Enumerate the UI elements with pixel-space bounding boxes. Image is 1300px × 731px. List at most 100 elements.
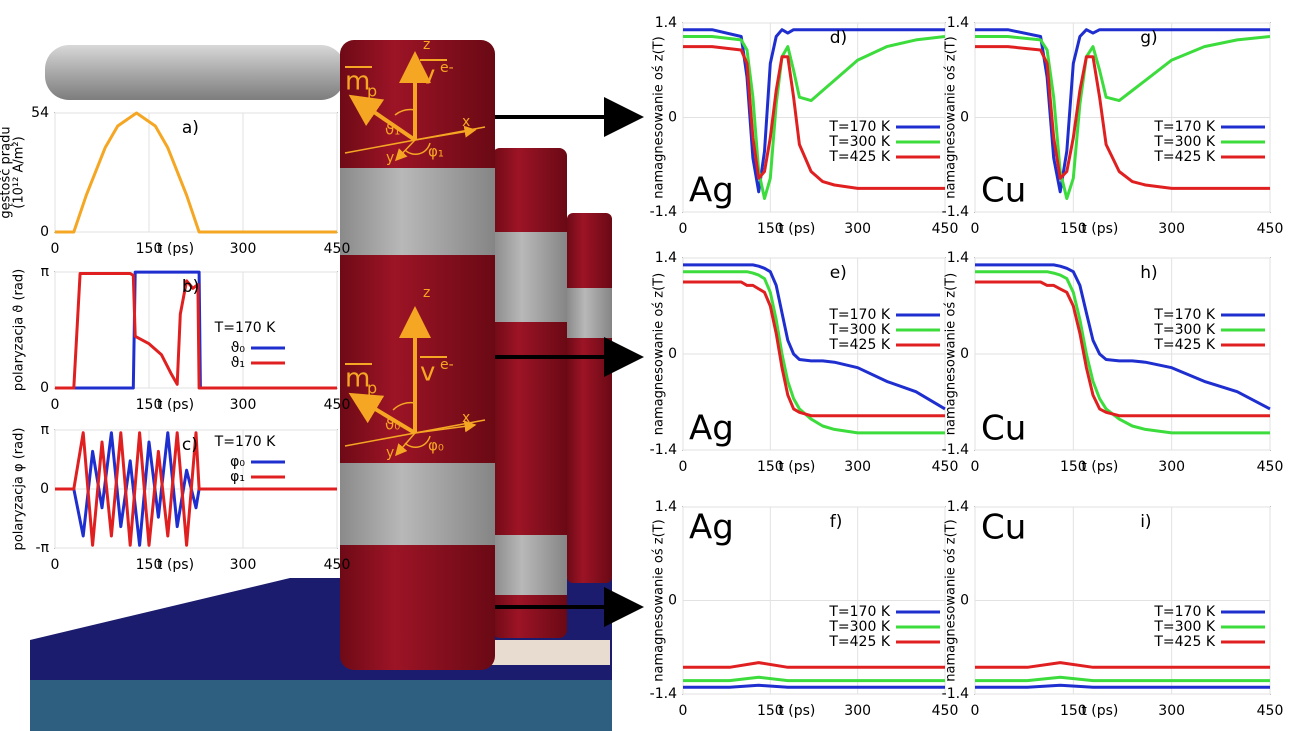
legend-label: ϑ₁	[231, 355, 245, 371]
y-tick-label: 1.4	[655, 499, 677, 515]
x-axis-label: t (ps)	[778, 221, 815, 237]
y-tick-label: 1.4	[947, 15, 969, 31]
x-tick-label: 150	[757, 703, 784, 719]
y-tick-label: 0	[668, 346, 677, 362]
angle-label: φ₀	[428, 437, 444, 455]
data-line	[55, 431, 337, 547]
y-tick-label: 0	[40, 481, 49, 497]
panel-label: g)	[1140, 28, 1157, 48]
legend-label: T=300 K	[828, 134, 890, 150]
y-tick-label: 0	[40, 224, 49, 240]
x-tick-label: 150	[757, 459, 784, 475]
y-axis-label: namagnesowanie oś z(T)	[944, 519, 959, 681]
legend-label: T=170 K	[1153, 307, 1215, 323]
x-tick-label: 300	[1158, 221, 1185, 237]
x-tick-label: 0	[679, 703, 688, 719]
panel-label: e)	[830, 263, 847, 283]
vector-label: v	[420, 358, 435, 388]
x-tick-label: 450	[932, 221, 959, 237]
y-tick-label: 1.4	[947, 250, 969, 266]
x-tick-label: 450	[324, 241, 351, 257]
y-axis-label: namagnesowanie oś z(T)	[652, 36, 667, 198]
legend-label: T=300 K	[1153, 619, 1215, 635]
x-tick-label: 0	[51, 241, 60, 257]
x-axis-label: t (ps)	[778, 459, 815, 475]
x-tick-label: 300	[844, 703, 871, 719]
x-axis-label: t (ps)	[157, 241, 194, 257]
vector-diagram-bottom	[344, 306, 486, 457]
chart-panel: 0 150 300 450-1.401.4t (ps)namagnesowanie o…	[942, 250, 1284, 475]
x-tick-label: 0	[51, 557, 60, 573]
data-line	[55, 272, 337, 390]
axis-label: y	[386, 150, 394, 166]
material-label: Ag	[689, 171, 734, 211]
legend-label: T=425 K	[828, 337, 890, 353]
x-axis-label: t (ps)	[157, 397, 194, 413]
y-axis-label: namagnesowanie oś z(T)	[944, 36, 959, 198]
data-line	[55, 111, 337, 234]
legend-label: T=425 K	[828, 149, 890, 165]
data-line	[683, 270, 945, 435]
legend-label: T=300 K	[828, 619, 890, 635]
x-tick-label: 450	[932, 459, 959, 475]
y-tick-label: -1.4	[650, 204, 677, 220]
legend-label: T=300 K	[828, 322, 890, 338]
chart-panel: 0 150 300 450 0 54 t (ps) gęstość prądu(10¹² A/…	[0, 105, 350, 257]
data-line	[975, 661, 1270, 669]
chart-panel: 0 150 300 450-1.401.4t (ps)namagnesowanie o…	[650, 250, 959, 475]
data-line	[975, 270, 1270, 435]
x-tick-label: 150	[136, 241, 163, 257]
x-tick-label: 300	[230, 557, 257, 573]
legend-label: T=425 K	[828, 634, 890, 650]
panel-label: b)	[182, 277, 199, 297]
legend-label: T=170 K	[828, 307, 890, 323]
angle-label: ϑ₁	[385, 121, 400, 139]
x-tick-label: 150	[136, 397, 163, 413]
legend-label: T=170 K	[828, 119, 890, 135]
legend-label: T=170 K	[828, 604, 890, 620]
angle-label: φ₁	[428, 143, 444, 161]
legend-label: T=425 K	[1153, 634, 1215, 650]
vector-label: m	[345, 364, 370, 394]
legend-label: T=170 K	[1153, 119, 1215, 135]
y-tick-label: -1.4	[942, 686, 969, 702]
axis-label: z	[423, 37, 430, 53]
plot-area	[54, 271, 338, 389]
data-line	[683, 263, 946, 411]
legend-label: φ₁	[230, 469, 245, 485]
vector-label: e-	[440, 60, 454, 76]
vector-label: p	[367, 379, 377, 398]
legend-label: φ₀	[230, 454, 245, 470]
axis-label: x	[462, 114, 470, 130]
legend-label: T=300 K	[1153, 322, 1215, 338]
data-line	[975, 45, 1270, 190]
data-line	[975, 675, 1270, 683]
data-line	[683, 45, 945, 190]
y-axis-label: namagnesowanie oś z(T)	[652, 519, 667, 681]
axis-label: y	[386, 445, 394, 461]
panel-label: d)	[830, 28, 847, 48]
data-line	[683, 280, 945, 418]
panel-label: f)	[830, 512, 843, 532]
panel-label: c)	[182, 435, 198, 455]
y-tick-label: -1.4	[942, 442, 969, 458]
x-tick-label: 300	[844, 459, 871, 475]
y-axis-label: polaryzacja ϑ (rad)	[12, 269, 27, 391]
axis-label: x	[462, 410, 470, 426]
material-label: Cu	[981, 508, 1026, 548]
vector-diagram-top	[344, 51, 486, 162]
y-tick-label: -1.4	[650, 442, 677, 458]
y-axis-label: polaryzacja φ (rad)	[12, 428, 27, 551]
x-tick-label: 300	[844, 221, 871, 237]
legend-label: T=300 K	[1153, 134, 1215, 150]
y-tick-label: π	[41, 264, 50, 280]
material-label: Ag	[689, 508, 734, 548]
y-tick-label: π	[41, 422, 50, 438]
x-tick-label: 0	[971, 221, 980, 237]
y-tick-label: 0	[40, 380, 49, 396]
y-tick-label: 0	[960, 110, 969, 126]
y-axis-label: namagnesowanie oś z(T)	[652, 273, 667, 435]
y-tick-label: -1.4	[650, 686, 677, 702]
